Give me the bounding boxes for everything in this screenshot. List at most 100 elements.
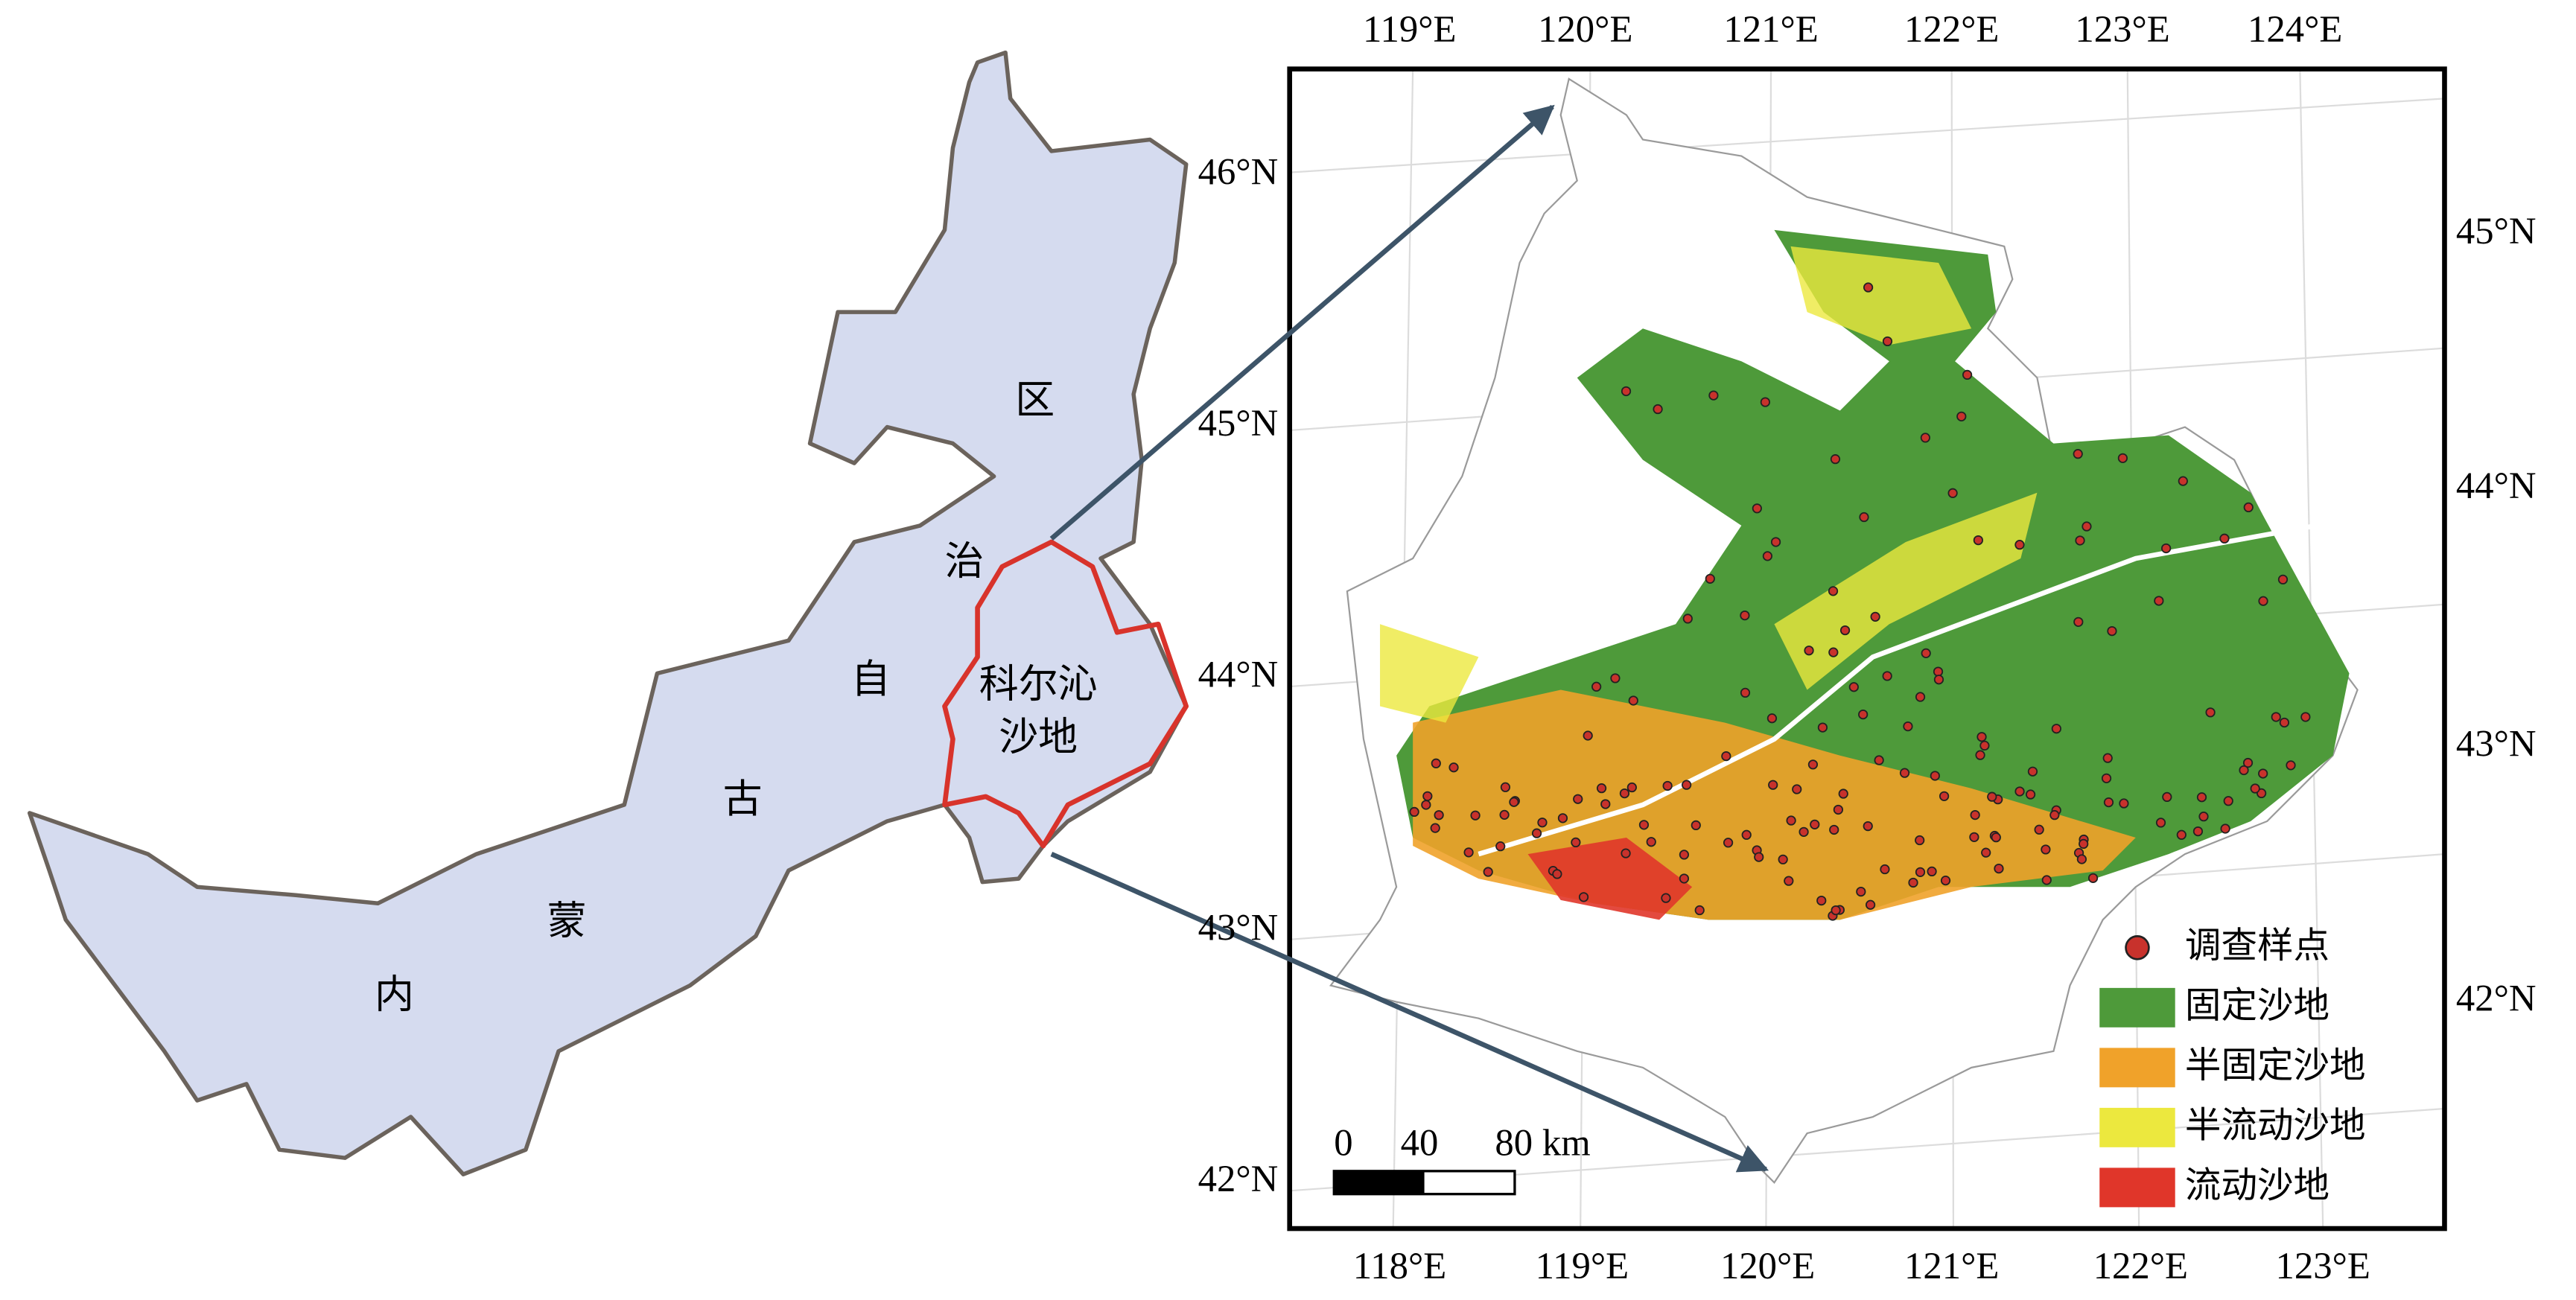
sample-point xyxy=(2025,789,2036,800)
region-label: 区 xyxy=(1015,377,1055,423)
sample-point xyxy=(1970,809,1980,821)
sample-point xyxy=(1856,886,1866,897)
sample-point xyxy=(1804,646,1814,656)
sample-point xyxy=(2027,766,2038,777)
sample-point xyxy=(1619,788,1630,799)
sample-point xyxy=(2242,757,2254,768)
inner-mongolia xyxy=(27,50,1189,1177)
sample-point xyxy=(2258,596,2268,606)
sample-point xyxy=(2219,533,2230,544)
sample-point xyxy=(2223,796,2233,806)
legend-label: 半固定沙地 xyxy=(2185,1045,2366,1086)
sample-point xyxy=(1987,791,1997,802)
sample-point xyxy=(1939,791,1950,801)
horqin-label: 沙地 xyxy=(999,714,1078,759)
sample-point xyxy=(1483,867,1493,877)
sample-point xyxy=(1915,867,1926,877)
sample-point xyxy=(1838,788,1848,799)
sample-point xyxy=(2196,792,2207,803)
sample-point xyxy=(1976,732,1987,742)
sample-point xyxy=(1621,848,1631,858)
latitude-label: 44°N xyxy=(2456,465,2537,506)
sample-point xyxy=(1833,804,1844,815)
sample-point xyxy=(1810,819,1820,829)
sample-point xyxy=(2041,844,2051,855)
semi-mobile-sand xyxy=(1790,246,1972,345)
sample-point xyxy=(1994,863,2004,874)
sample-point xyxy=(1682,780,1692,790)
sample-point xyxy=(2239,765,2249,776)
sample-point xyxy=(1915,835,1925,846)
sample-point xyxy=(2075,535,2085,546)
sample-point xyxy=(1600,799,1611,809)
sample-point xyxy=(1859,512,1869,523)
sample-point xyxy=(1839,625,1851,636)
sample-point xyxy=(1874,755,1884,765)
region-label: 自 xyxy=(851,657,891,702)
sample-point xyxy=(1908,877,1918,888)
sample-point xyxy=(1596,783,1607,794)
sample-point xyxy=(1778,854,1788,864)
sample-point xyxy=(1975,750,1985,760)
sample-point xyxy=(1463,847,1474,858)
sample-point xyxy=(1766,713,1778,724)
longitude-label: 123°E xyxy=(2276,1245,2370,1287)
horqin-label: 科尔沁 xyxy=(979,662,1098,707)
sample-point xyxy=(2154,596,2164,606)
sample-point xyxy=(1430,823,1440,833)
sample-point xyxy=(2049,810,2060,821)
latitude-label: 46°N xyxy=(1198,151,1279,193)
sample-point xyxy=(2220,823,2230,834)
sample-point xyxy=(1662,780,1673,791)
sample-point xyxy=(1509,797,1519,807)
latitude-label: 42°N xyxy=(2456,977,2537,1019)
sample-point xyxy=(1828,647,1839,657)
latitude-label: 45°N xyxy=(1198,402,1279,444)
sample-point xyxy=(1915,692,1926,702)
sample-point xyxy=(1573,794,1583,804)
sample-point xyxy=(2014,540,2025,550)
sample-point xyxy=(1495,841,1506,852)
sample-point xyxy=(1626,782,1637,793)
sample-point xyxy=(1723,838,1734,848)
sample-point xyxy=(2107,625,2117,637)
sample-point xyxy=(1741,829,1752,840)
sample-point xyxy=(2243,502,2254,513)
sample-point xyxy=(2286,760,2296,771)
sample-point xyxy=(1638,820,1650,830)
sample-point xyxy=(1708,390,1719,401)
sample-point xyxy=(1531,828,1542,838)
semi-mobile-sand xyxy=(1774,492,2038,690)
region-label: 治 xyxy=(944,538,984,584)
sample-point xyxy=(1816,895,1827,906)
sample-point xyxy=(2250,783,2260,794)
sample-point xyxy=(1499,809,1510,820)
sample-point xyxy=(2034,824,2044,835)
sample-point xyxy=(1421,800,1431,810)
sample-point xyxy=(1973,535,1983,546)
legend-swatch xyxy=(2099,1167,2175,1208)
sample-point xyxy=(1661,893,1671,903)
sample-point xyxy=(1848,682,1859,692)
sample-point xyxy=(2198,812,2209,822)
sample-point xyxy=(2087,873,2099,883)
sample-point xyxy=(1694,905,1705,916)
sample-point xyxy=(1679,850,1690,860)
longitude-label: 123°E xyxy=(2075,8,2169,50)
sample-point xyxy=(1786,815,1796,826)
sample-point xyxy=(1880,864,1890,875)
sample-point xyxy=(2279,717,2290,728)
sample-point xyxy=(1933,666,1944,677)
sample-point xyxy=(1537,818,1548,828)
sample-point xyxy=(2161,543,2172,554)
region-label: 古 xyxy=(723,777,763,822)
latitude-label: 45°N xyxy=(2456,210,2537,252)
sample-point xyxy=(1552,869,1562,879)
sample-point xyxy=(1830,454,1841,465)
longitude-label: 122°E xyxy=(1904,8,1999,50)
sample-point xyxy=(1434,810,1444,821)
sample-point xyxy=(1770,537,1781,547)
sample-point xyxy=(1899,768,1910,778)
